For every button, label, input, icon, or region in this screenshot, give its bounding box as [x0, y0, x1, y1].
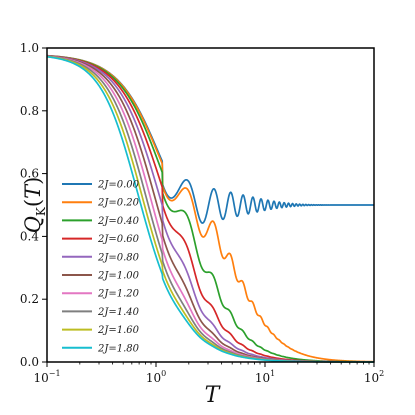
legend-label-5: 2J=1.00: [97, 271, 140, 282]
x-tick-label-1: 100: [146, 369, 166, 385]
y-tick-label-0: 0.0: [20, 355, 39, 369]
legend-label-9: 2J=1.80: [97, 343, 140, 354]
x-tick-label-0: 10−1: [33, 369, 60, 385]
y-tick-label-3: 0.6: [20, 167, 39, 181]
y-tick-label-4: 0.8: [20, 104, 39, 118]
series-line-1: [46, 54, 375, 363]
legend-label-0: 2J=0.00: [97, 180, 140, 191]
x-axis-label: T: [205, 383, 222, 408]
series-line-5: [46, 55, 375, 363]
legend-label-2: 2J=0.40: [97, 216, 140, 227]
axis-ticks: 10−1 100 101 102 0.0 0.2 0.4 0.6 0.8 1.0: [20, 41, 384, 385]
x-tick-label-3: 102: [364, 369, 384, 385]
y-axis-label: QK(T): [21, 177, 48, 234]
series-line-2: [46, 54, 375, 363]
legend-label-3: 2J=0.60: [97, 234, 140, 245]
series-lines: [46, 54, 375, 363]
y-tick-label-1: 0.2: [20, 292, 39, 306]
y-tick-label-5: 1.0: [20, 41, 39, 55]
svg-text:QK(T): QK(T): [21, 177, 48, 234]
legend-label-6: 2J=1.20: [97, 289, 140, 300]
series-line-3: [46, 55, 375, 363]
series-line-9: [46, 55, 375, 363]
series-line-6: [46, 55, 375, 363]
series-line-7: [46, 55, 375, 363]
legend-label-4: 2J=0.80: [97, 252, 140, 263]
series-line-4: [46, 55, 375, 363]
plot-frame: [46, 47, 375, 363]
x-tick-label-2: 101: [255, 369, 275, 385]
series-line-8: [46, 55, 375, 363]
legend-label-1: 2J=0.20: [97, 198, 140, 209]
legend-label-8: 2J=1.60: [97, 325, 140, 336]
legend-label-7: 2J=1.40: [97, 307, 140, 318]
legend: 2J=0.00 2J=0.20 2J=0.40 2J=0.60 2J=0.80 2J=1.…: [62, 180, 140, 354]
y-tick-label-2: 0.4: [20, 229, 39, 243]
